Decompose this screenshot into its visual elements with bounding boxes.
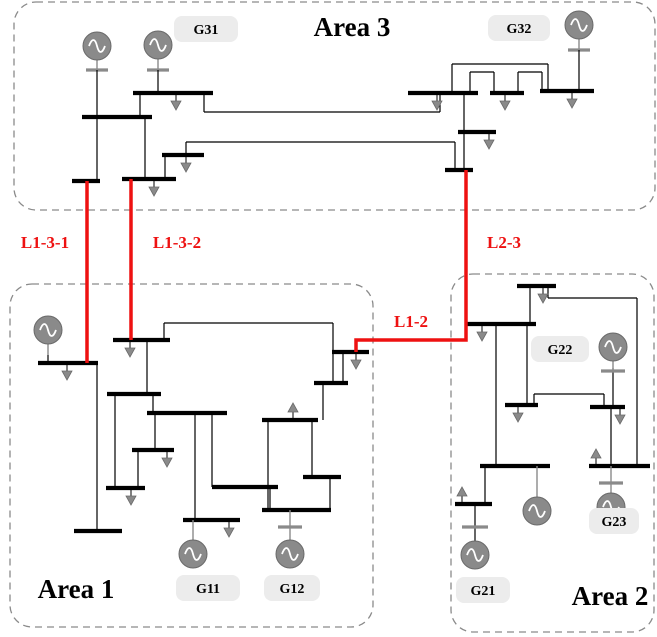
generator-area1-icon xyxy=(33,315,63,345)
generator-g32-icon xyxy=(564,10,594,40)
generator-g22-icon xyxy=(598,332,628,362)
generator-g31-1-icon xyxy=(82,31,112,61)
g21-pill xyxy=(456,577,510,603)
tie-line-l1-2 xyxy=(354,324,468,352)
area-2-title: Area 2 xyxy=(572,581,649,611)
tie-label-l1-3-1: L1-3-1 xyxy=(21,233,69,252)
area-1-title: Area 1 xyxy=(38,574,115,604)
g23-label: G23 xyxy=(602,515,627,530)
g12-label: G12 xyxy=(280,582,305,597)
area-3-title: Area 3 xyxy=(314,12,391,42)
g23-pill xyxy=(589,508,639,534)
g31-label: G31 xyxy=(194,23,219,38)
generator-g12-icon xyxy=(275,539,305,569)
g31-pill xyxy=(174,16,238,42)
g22-pill xyxy=(531,336,589,362)
g32-label: G32 xyxy=(507,22,532,37)
g11-label: G11 xyxy=(196,582,220,597)
g32-pill xyxy=(488,15,550,41)
area-3-box xyxy=(13,1,656,211)
tie-label-l2-3: L2-3 xyxy=(487,233,521,252)
generator-g11-icon xyxy=(178,539,208,569)
generator-g21-icon xyxy=(460,540,490,570)
g22-label: G22 xyxy=(548,343,573,358)
area-1-network xyxy=(38,322,369,540)
g11-pill xyxy=(176,575,240,601)
g12-pill xyxy=(264,575,320,601)
area-2-box xyxy=(450,273,655,633)
g21-label: G21 xyxy=(471,584,496,599)
generator-g31-2-icon xyxy=(143,30,173,60)
area-1-box xyxy=(9,283,374,628)
generator-area2-icon xyxy=(522,496,552,526)
tie-label-l1-3-2: L1-3-2 xyxy=(153,233,201,252)
tie-label-l1-2: L1-2 xyxy=(394,312,428,331)
area-3-network xyxy=(72,39,594,197)
area-2-network xyxy=(455,283,650,541)
